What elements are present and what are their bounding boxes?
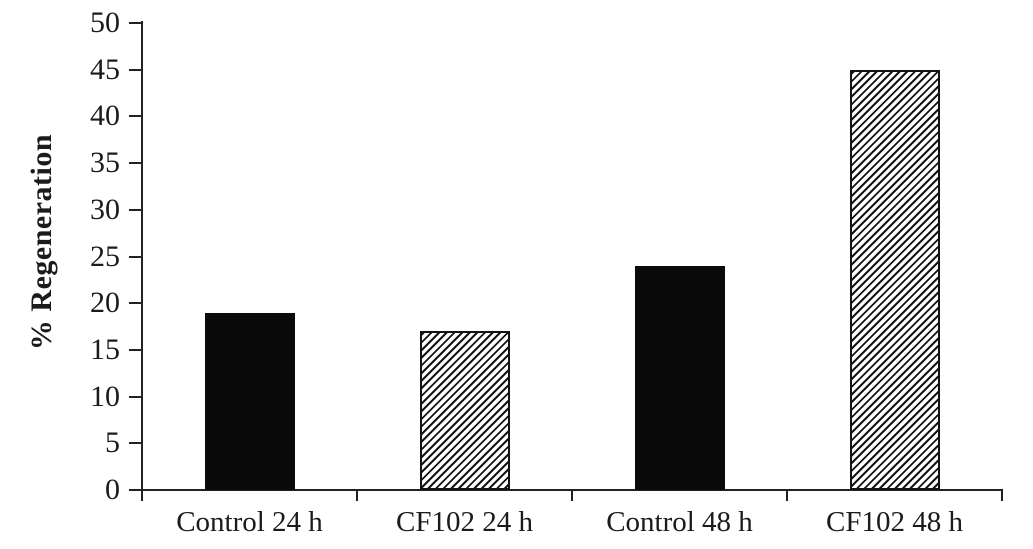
y-tick-mark-45 [129,68,142,71]
y-tick-label-35: 35 [90,146,120,180]
y-tick-mark-20 [129,302,142,305]
bar-control-48-h [634,265,725,490]
y-tick-label-40: 40 [90,99,120,133]
y-tick-label-15: 15 [90,332,120,366]
y-tick-mark-30 [129,208,142,211]
bar-control-24-h [204,312,295,490]
y-tick-mark-10 [129,395,142,398]
x-tick-mark-0 [141,490,143,501]
x-tick-mark-4 [1001,490,1003,501]
x-tick-mark-3 [786,490,788,501]
y-tick-mark-35 [129,162,142,165]
x-tick-mark-2 [571,490,573,501]
x-label-control-24-h: Control 24 h [176,506,323,538]
y-tick-mark-50 [129,22,142,24]
y-tick-label-50: 50 [90,6,120,39]
y-tick-mark-15 [129,348,142,351]
x-label-cf102-24-h: CF102 24 h [396,506,533,538]
bar-cf102-48-h [849,69,940,490]
y-tick-mark-0 [129,489,142,491]
x-label-control-48-h: Control 48 h [606,506,753,538]
y-tick-mark-40 [129,115,142,118]
y-tick-mark-5 [129,442,142,445]
y-tick-label-45: 45 [90,52,120,86]
x-label-cf102-48-h: CF102 48 h [826,506,963,538]
bar-cf102-24-h [419,331,510,490]
y-tick-mark-25 [129,255,142,258]
y-tick-label-10: 10 [90,379,120,413]
x-tick-mark-1 [356,490,358,501]
y-axis-line [141,21,143,491]
y-tick-label-5: 5 [105,426,120,460]
y-tick-label-20: 20 [90,286,120,320]
y-tick-label-25: 25 [90,239,120,273]
y-tick-label-0: 0 [105,473,120,506]
y-tick-label-30: 30 [90,192,120,226]
